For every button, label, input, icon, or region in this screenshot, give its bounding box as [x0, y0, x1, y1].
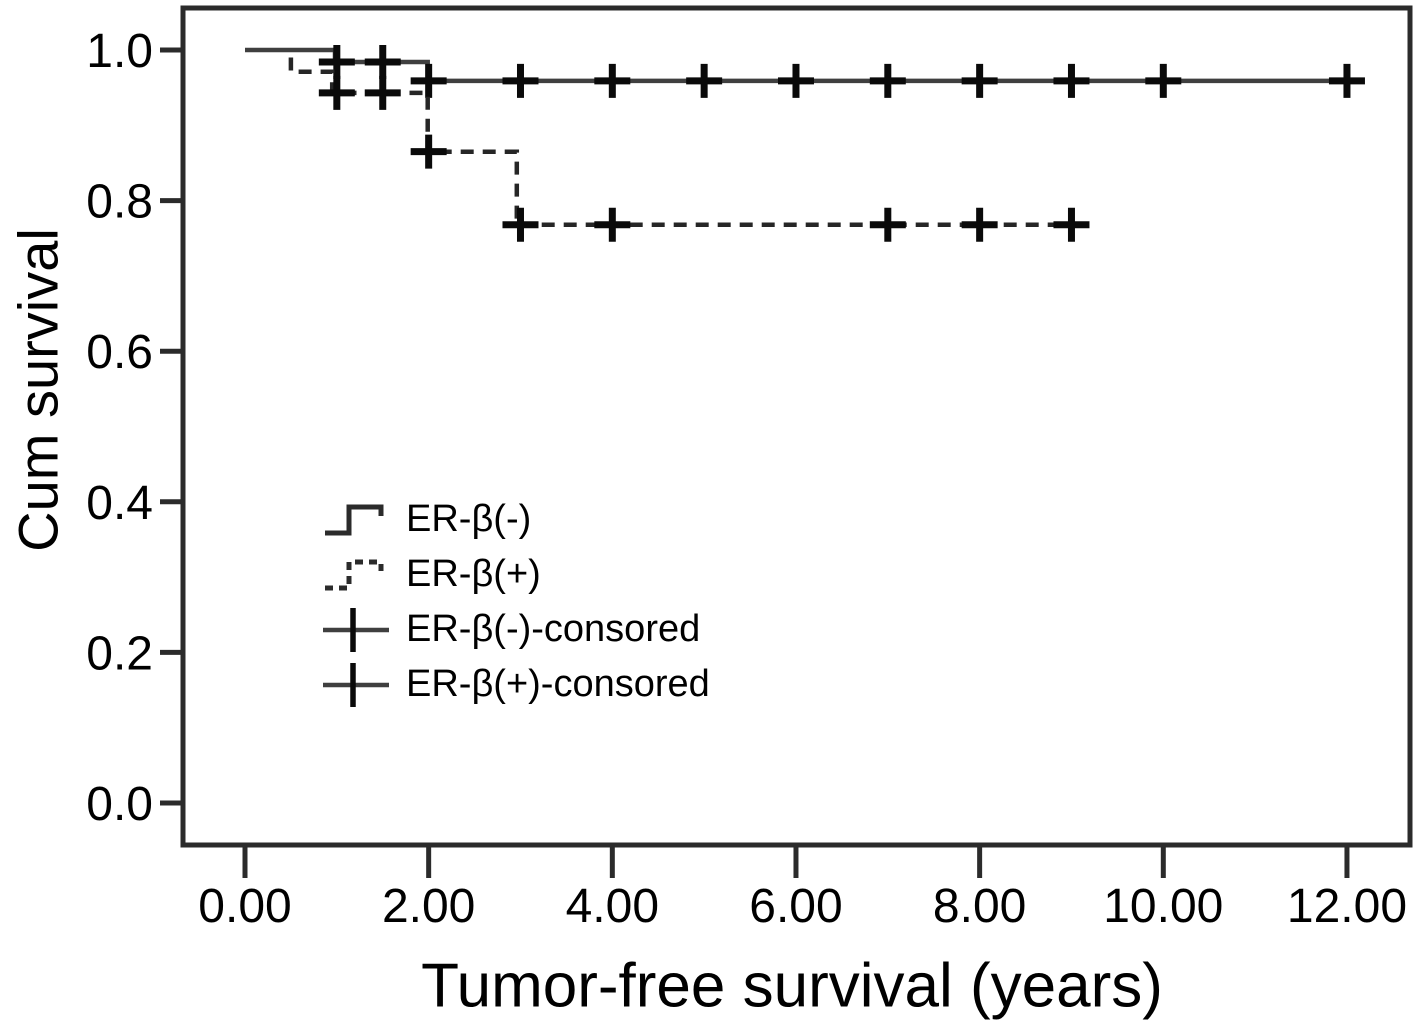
y-tick-label: 0.0	[86, 778, 153, 831]
legend-item: ER-β(+)	[322, 547, 710, 602]
censor-plus-icon	[318, 75, 355, 110]
x-tick-label: 4.00	[566, 880, 659, 933]
legend-symbol-censored-line-icon	[323, 607, 389, 652]
y-tick-label: 0.4	[86, 477, 153, 530]
censor-plus-icon	[1145, 63, 1182, 98]
censor-plus-icon	[410, 63, 447, 98]
censor-plus-icon	[318, 45, 355, 80]
legend-item: ER-β(-)-consored	[322, 602, 710, 657]
y-tick-label: 1.0	[86, 25, 153, 78]
legend: ER-β(-) ER-β(+) ER-β(-)-consored ER-β(+)-co…	[322, 492, 710, 712]
censor-plus-icon	[961, 63, 998, 98]
x-tick-label: 12.00	[1287, 880, 1407, 933]
legend-item-label: ER-β(+)-consored	[406, 663, 710, 705]
x-axis-title: Tumor-free survival (years)	[421, 951, 1163, 1021]
legend-item-label: ER-β(-)	[406, 498, 532, 540]
censor-plus-icon	[502, 207, 539, 242]
legend-symbol-step-solid-icon	[325, 504, 384, 535]
survival-curve-er-beta-pos	[288, 57, 1086, 227]
censor-plus-icon	[410, 134, 447, 169]
plot-frame	[180, 5, 1413, 848]
legend-symbol-censored-line-icon	[323, 662, 389, 707]
x-tick-label: 8.00	[933, 880, 1026, 933]
x-tick-label: 2.00	[382, 880, 475, 933]
y-axis-title: Cum survival	[6, 228, 70, 552]
legend-item-label: ER-β(+)	[406, 553, 541, 595]
censor-plus-icon	[1053, 207, 1090, 242]
censor-plus-icon	[777, 63, 814, 98]
y-tick-label: 0.8	[86, 176, 153, 229]
censor-plus-icon	[1328, 63, 1365, 98]
censor-plus-icon	[869, 63, 906, 98]
censor-plus-icon	[594, 207, 631, 242]
censor-plus-icon	[594, 63, 631, 98]
legend-symbol-step-dashed-icon	[325, 559, 384, 590]
censor-marks-er-beta-neg	[318, 45, 1365, 98]
censor-plus-icon	[364, 45, 401, 80]
y-tick-label: 0.6	[86, 326, 153, 379]
censor-plus-icon	[686, 63, 723, 98]
survival-curve-er-beta-neg	[245, 47, 1361, 84]
legend-item-label: ER-β(-)-consored	[406, 608, 701, 650]
censor-plus-icon	[502, 63, 539, 98]
legend-item: ER-β(+)-consored	[322, 657, 710, 712]
x-tick-label: 10.00	[1103, 880, 1223, 933]
censor-plus-icon	[961, 207, 998, 242]
censor-marks-er-beta-pos	[318, 75, 1090, 242]
x-tick-label: 6.00	[749, 880, 842, 933]
legend-item: ER-β(-)	[322, 492, 710, 547]
y-tick-label: 0.2	[86, 627, 153, 680]
censor-plus-icon	[1053, 63, 1090, 98]
censor-plus-icon	[364, 75, 401, 110]
x-tick-label: 0.00	[198, 880, 291, 933]
censor-plus-icon	[869, 207, 906, 242]
